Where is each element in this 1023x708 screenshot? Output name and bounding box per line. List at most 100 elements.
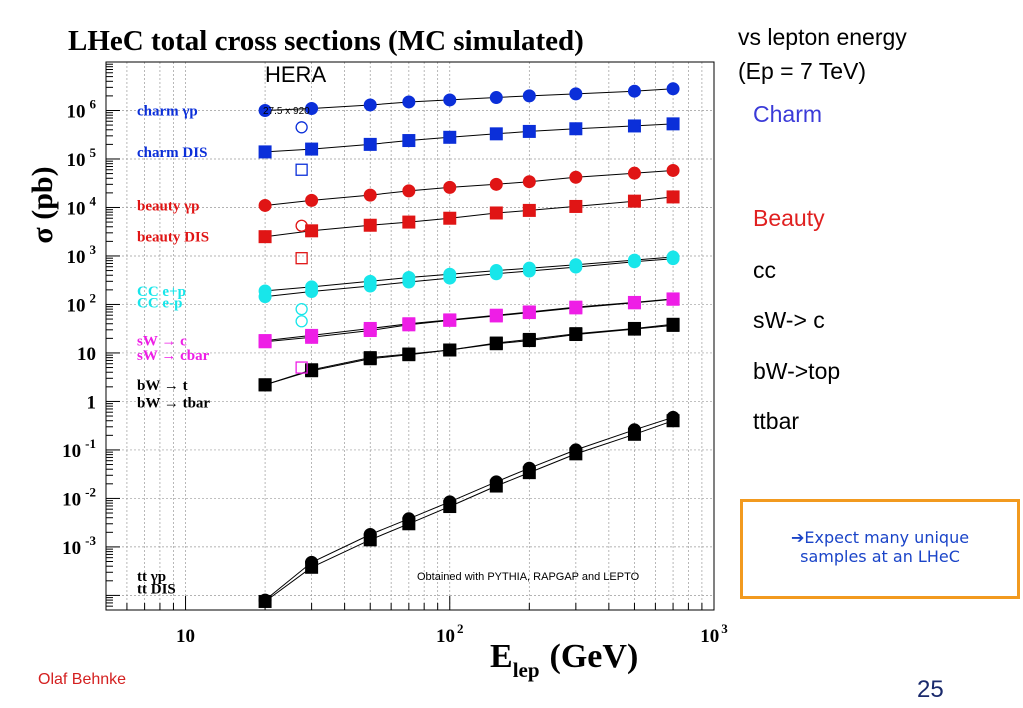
series-line-beauty-p (265, 170, 674, 206)
data-point-beauty-p (305, 193, 319, 207)
callout-text1: Expect many unique (804, 528, 970, 547)
data-point-beauty-p (363, 188, 377, 202)
data-point-tt-dis (522, 466, 536, 480)
data-point-cc-e-p (666, 252, 680, 266)
side-label-cc: cc (753, 257, 776, 283)
legend-label-bw-t: bW → t (137, 378, 188, 394)
arrow-right-icon: ➔ (790, 528, 805, 547)
y-tick-label: 10 -2 (62, 484, 96, 510)
data-point-sw-cbar (402, 318, 416, 332)
data-point-beauty-dis (363, 218, 377, 232)
data-point-sw-cbar (569, 301, 583, 315)
data-point-charm-dis (305, 142, 319, 156)
x-axis-label-main: E (490, 638, 513, 675)
series-points (258, 82, 680, 608)
hera-point-charm-dis (295, 163, 308, 176)
x-axis-label: Elep (GeV) (490, 638, 638, 682)
legend-label-cc-e-p: CC e+p (137, 284, 186, 300)
hera-point-cc-e-p (295, 303, 308, 316)
data-point-beauty-p (627, 166, 641, 180)
y-tick-label: 10 3 (67, 242, 97, 268)
data-point-beauty-dis (627, 194, 641, 208)
data-point-charm-dis (443, 130, 457, 144)
data-point-charm-dis (569, 122, 583, 136)
side-title-line1: vs lepton energy (738, 24, 907, 50)
y-tick-label: 10 4 (67, 193, 97, 219)
data-point-charm-dis (666, 117, 680, 131)
callout-line1: ➔Expect many unique (743, 528, 1017, 547)
series-line-tt-dis (264, 420, 674, 602)
hera-energy-label: 27.5 x 920 (263, 106, 310, 117)
data-point-beauty-p (443, 180, 457, 194)
callout-line2: samples at an LHeC (800, 547, 960, 566)
legend-label-sw-cbar: sW → cbar (137, 348, 210, 364)
y-tick-label: 10 5 (67, 145, 97, 171)
series-line-bw-tbar (264, 324, 674, 386)
data-point-cc-e-p (569, 260, 583, 274)
data-point-charm-p (489, 91, 503, 105)
side-label-sw-c: sW-> c (753, 307, 825, 333)
series-line-beauty-dis (265, 196, 674, 238)
data-point-bw-tbar (666, 318, 680, 332)
data-point-cc-e-p (627, 255, 641, 269)
data-point-cc-e-p (402, 275, 416, 289)
data-point-tt-dis (258, 594, 272, 608)
data-point-beauty-dis (489, 206, 503, 220)
series-line-charm-p (265, 88, 674, 111)
y-tick-label: 10 6 (67, 96, 97, 122)
legend-label-tt-p: tt γp (137, 569, 166, 585)
data-point-bw-tbar (363, 352, 377, 366)
hera-point-beauty-dis (295, 252, 308, 265)
data-point-beauty-dis (402, 215, 416, 229)
data-point-sw-cbar (443, 313, 457, 327)
data-point-sw-cbar (522, 306, 536, 320)
data-point-bw-tbar (305, 364, 319, 378)
data-point-bw-tbar (522, 334, 536, 348)
data-point-sw-cbar (489, 309, 503, 323)
series-line-cc-e-p (265, 258, 674, 298)
footnote: Obtained with PYTHIA, RAPGAP and LEPTO (417, 571, 640, 583)
series-line-tt-p (264, 416, 674, 601)
x-tick-label: 10 2 (436, 621, 464, 647)
data-point-charm-p (666, 82, 680, 96)
data-point-beauty-dis (666, 190, 680, 204)
legend-label-beauty-p: beauty γp (137, 198, 199, 214)
data-point-beauty-dis (522, 203, 536, 217)
legend-label-bw-tbar: bW → tbar (137, 396, 210, 412)
data-point-cc-e-p (489, 267, 503, 281)
data-point-beauty-dis (258, 230, 272, 244)
data-point-bw-tbar (258, 378, 272, 392)
data-point-tt-dis (402, 517, 416, 531)
axes (105, 61, 715, 611)
legend: charm γp charm DIS beauty γp beauty DIS CC e… (137, 103, 210, 597)
data-point-charm-dis (522, 124, 536, 138)
series-line-sw-cbar (265, 298, 674, 343)
hera-points (295, 121, 308, 374)
data-point-charm-p (627, 84, 641, 98)
side-label-charm: Charm (753, 101, 823, 127)
chart-title: LHeC total cross sections (MC simulated) (68, 25, 584, 57)
data-point-charm-p (522, 89, 536, 103)
legend-label-charm-dis: charm DIS (137, 145, 207, 161)
data-point-beauty-p (402, 184, 416, 198)
legend-label-beauty-dis: beauty DIS (137, 230, 209, 246)
data-point-beauty-p (569, 170, 583, 184)
data-point-sw-cbar (666, 292, 680, 306)
series-lines (264, 88, 674, 602)
y-tick-label: 10 2 (67, 290, 97, 316)
y-tick-label: 10 -3 (62, 533, 96, 559)
data-point-charm-p (305, 101, 319, 115)
data-point-beauty-p (666, 163, 680, 177)
legend-label-cc-e-p: CC e-p (137, 295, 182, 311)
data-point-charm-p (443, 93, 457, 107)
data-point-bw-tbar (627, 322, 641, 336)
x-tick-label: 10 (176, 626, 195, 647)
hera-point-charm-p (295, 121, 308, 134)
legend-label-tt-dis: tt DIS (137, 581, 176, 597)
data-point-charm-p (402, 95, 416, 109)
side-title-line2: (Ep = 7 TeV) (738, 58, 867, 84)
data-point-charm-dis (258, 145, 272, 159)
